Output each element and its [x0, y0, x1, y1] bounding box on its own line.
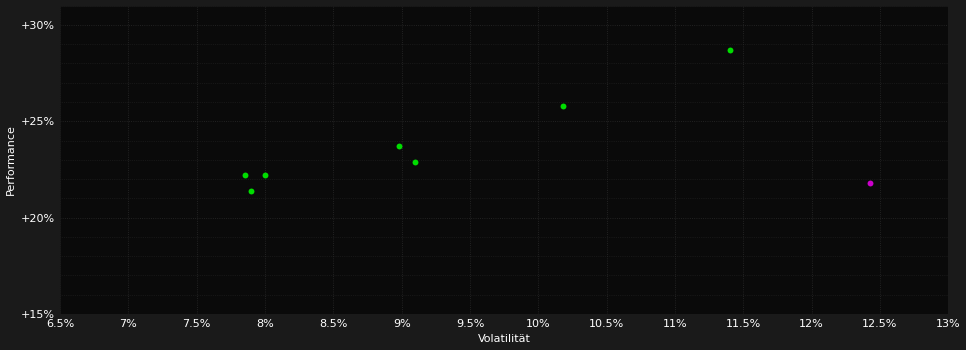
Point [408, 159, 423, 164]
Y-axis label: Performance: Performance [6, 124, 15, 195]
Point [863, 180, 878, 186]
Point [722, 47, 737, 53]
Point [555, 103, 571, 108]
X-axis label: Volatilität: Volatilität [477, 335, 530, 344]
Point [237, 173, 252, 178]
Point [243, 188, 259, 194]
Point [391, 144, 407, 149]
Point [257, 173, 272, 178]
